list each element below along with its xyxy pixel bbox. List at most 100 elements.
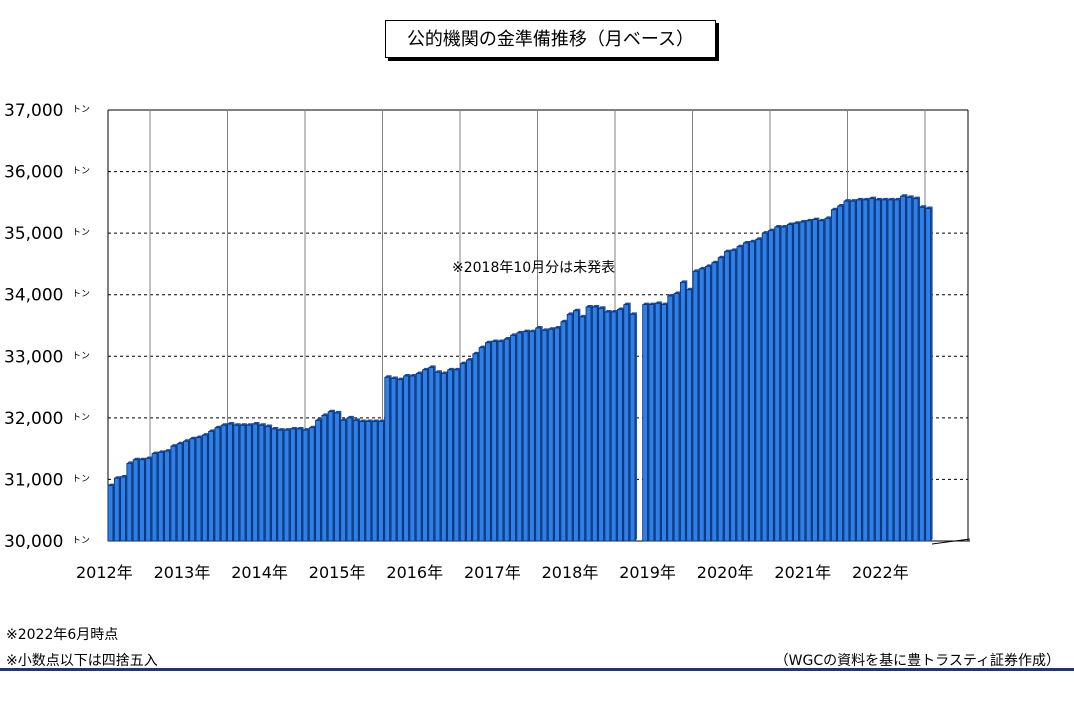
bar-top <box>428 365 436 368</box>
bar-face <box>724 251 730 542</box>
bar-face <box>346 417 353 542</box>
bar <box>818 218 826 542</box>
bar-top <box>611 309 619 312</box>
bar-face <box>573 310 579 542</box>
bar-face <box>604 311 611 542</box>
bar-top <box>158 450 166 453</box>
bar-face <box>919 206 925 542</box>
bar-face <box>453 369 460 542</box>
bar-face <box>547 328 554 542</box>
bar <box>290 426 298 542</box>
bar <box>157 450 166 542</box>
bar-top <box>749 239 757 242</box>
bar-face <box>900 195 906 542</box>
bar-top <box>271 426 279 429</box>
bar-face <box>220 424 227 542</box>
bar-face <box>472 353 479 542</box>
bar <box>761 231 770 542</box>
bar-top <box>806 218 814 221</box>
bar-top <box>617 307 625 310</box>
bar-face <box>189 438 196 542</box>
y-tick-unit: トン <box>72 290 90 300</box>
bar-top <box>774 224 782 227</box>
bar-top <box>913 196 921 199</box>
bar <box>749 239 757 542</box>
bar <box>629 312 637 542</box>
bar-face <box>516 332 523 542</box>
bar-face <box>529 331 535 542</box>
bar-top <box>170 444 178 447</box>
bar <box>478 345 487 542</box>
bar-face <box>868 198 875 542</box>
bar <box>786 222 795 542</box>
bar-top <box>737 244 744 247</box>
bar-top <box>711 260 719 263</box>
bar-top <box>265 424 273 427</box>
bar-face <box>264 426 271 542</box>
bar-top <box>391 376 398 379</box>
bar <box>837 204 845 542</box>
bar-top <box>781 224 788 227</box>
bar-top <box>567 312 575 315</box>
x-tick-label: 2020年 <box>697 563 754 582</box>
bar-face <box>591 306 598 542</box>
bar-face <box>459 363 466 542</box>
bar-face <box>717 257 724 542</box>
bar <box>736 244 744 542</box>
bar <box>604 309 612 542</box>
bar-top <box>435 370 442 373</box>
bar <box>277 428 285 542</box>
bar <box>900 194 908 542</box>
bar-top <box>334 410 342 413</box>
bar-top <box>321 413 329 416</box>
bar <box>113 476 122 542</box>
bar-top <box>302 428 310 431</box>
bar-top <box>145 456 153 459</box>
y-tick-unit: トン <box>72 351 90 361</box>
bar <box>812 217 820 542</box>
bar-top <box>755 237 763 240</box>
bar-top <box>214 425 222 428</box>
bar-face <box>139 459 145 542</box>
bar-face <box>535 327 542 542</box>
bar <box>428 365 436 542</box>
bar-face <box>503 338 510 542</box>
bar-face <box>566 314 573 542</box>
bar <box>503 337 512 542</box>
bar <box>560 319 568 542</box>
bar-top <box>296 426 304 429</box>
bar <box>409 373 417 542</box>
bar-top <box>240 423 247 426</box>
bar-top <box>579 314 587 317</box>
bar-face <box>849 200 856 542</box>
bar-face <box>378 421 384 542</box>
bar <box>132 457 141 542</box>
bar <box>252 422 260 542</box>
bar <box>415 371 424 542</box>
bar-face <box>793 222 799 542</box>
bar-face <box>679 281 686 542</box>
bar-face <box>780 226 787 542</box>
bar-top <box>139 457 147 460</box>
bar-face <box>522 331 529 542</box>
bar <box>183 439 191 542</box>
bar-top <box>718 255 726 258</box>
bar <box>730 248 738 542</box>
bar-top <box>409 373 417 376</box>
bar-top <box>705 264 713 267</box>
bar-face <box>510 334 516 542</box>
bar-face <box>151 453 158 542</box>
bar-face <box>434 371 441 542</box>
bar <box>598 306 606 542</box>
y-tick-unit: トン <box>72 474 90 484</box>
bar-face <box>296 428 303 542</box>
bar <box>768 228 776 542</box>
bar-top <box>233 423 241 426</box>
bar <box>466 357 474 542</box>
bar-top <box>133 457 141 460</box>
x-tick-label: 2016年 <box>386 563 443 582</box>
bar-face <box>201 434 208 542</box>
bar <box>610 309 619 542</box>
bar-face <box>598 307 604 542</box>
bar-top <box>837 204 845 207</box>
